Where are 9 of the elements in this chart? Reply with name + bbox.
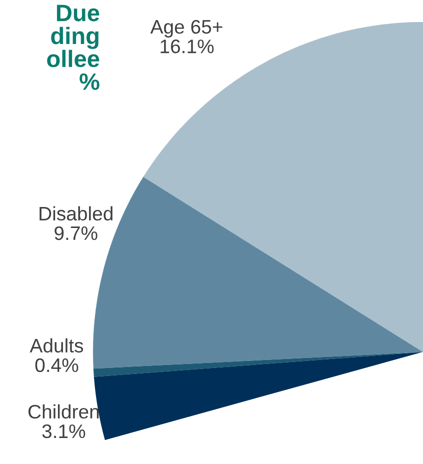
slice-label: Children [28, 404, 99, 419]
data-label: 0.4% [35, 358, 78, 372]
data-label: 3.1% [42, 424, 86, 438]
slice-label: Age 65+ [150, 20, 222, 38]
slice-label: Disabled [40, 206, 112, 221]
text: Due ding ollee % [47, 4, 100, 90]
slice-label: Adults [30, 338, 84, 353]
data-label: 9.7% [54, 226, 98, 240]
data-label: 16.1% [160, 40, 214, 54]
